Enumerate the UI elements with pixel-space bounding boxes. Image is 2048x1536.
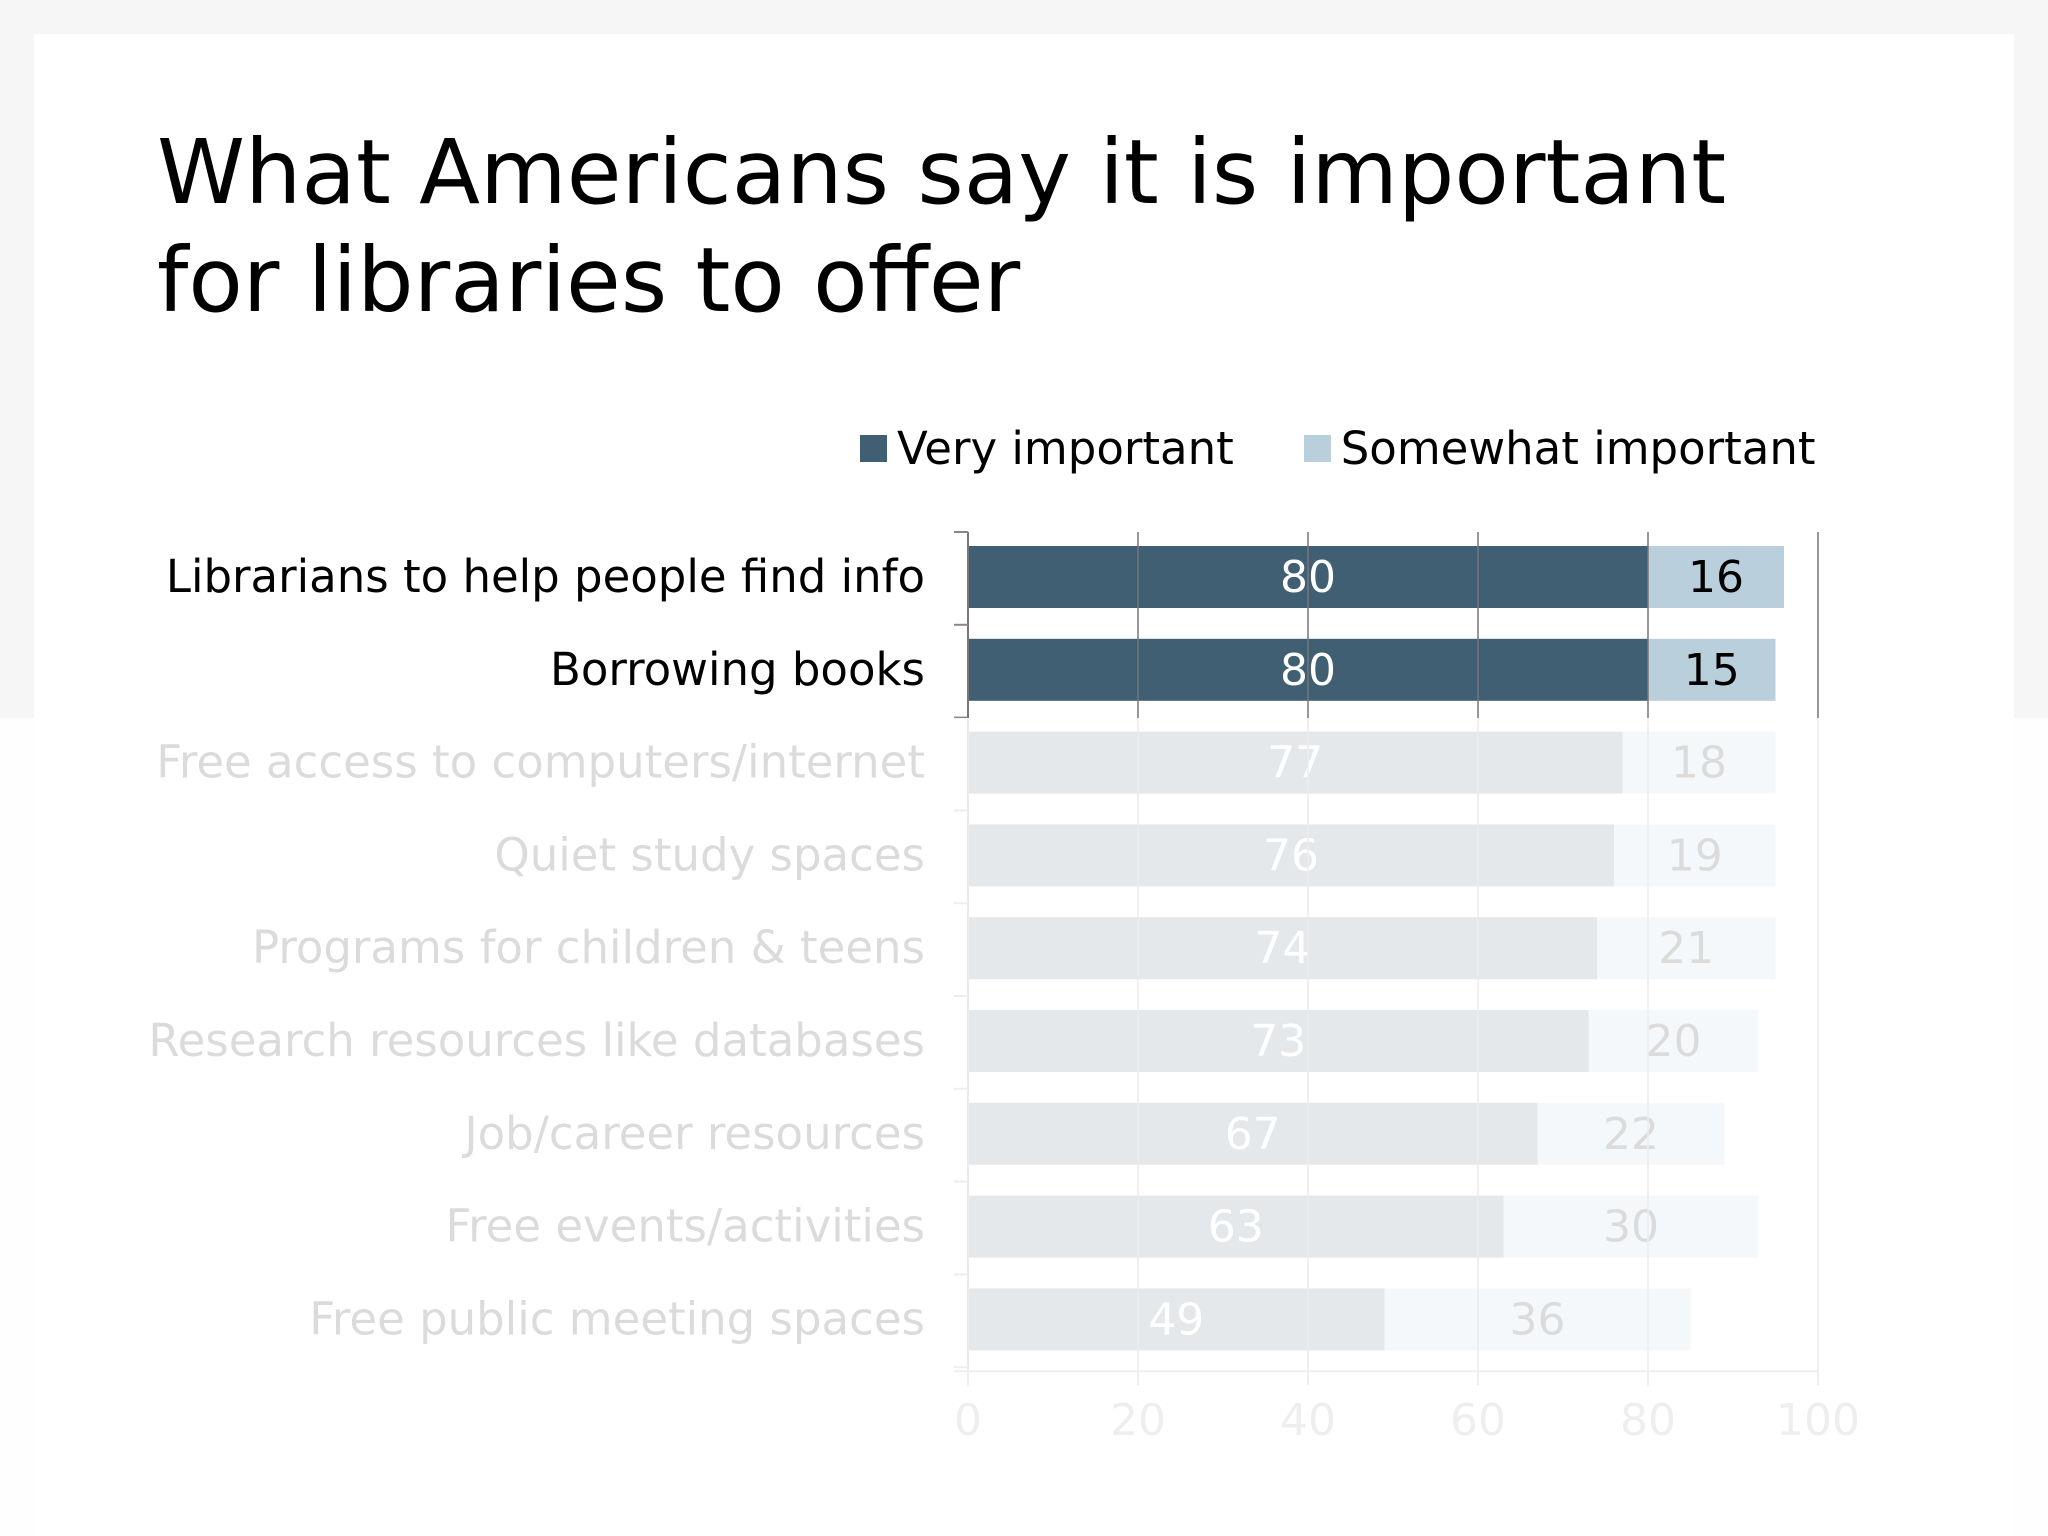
x-tick-label-80: 80 (1620, 1395, 1676, 1446)
x-tick-label-60: 60 (1450, 1395, 1506, 1446)
bar-somewhat-important-2 (1648, 638, 1776, 701)
legend-label-very-important: Very important (897, 421, 1234, 475)
data-label-somewhat-important-4: 19 (1667, 830, 1723, 881)
category-label-5: Programs for children & teens (252, 921, 925, 974)
chart-legend: Very important Somewhat important (860, 418, 1886, 478)
category-label-6: Research resources like databases (148, 1014, 925, 1067)
data-label-very-important-3: 77 (1267, 738, 1323, 789)
x-tick-label-40: 40 (1280, 1395, 1336, 1446)
data-label-very-important-5: 74 (1255, 923, 1311, 974)
x-tick-label-0: 0 (954, 1395, 982, 1446)
data-label-somewhat-important-1: 16 (1688, 552, 1744, 603)
data-label-somewhat-important-6: 20 (1646, 1016, 1702, 1067)
x-tick-label-100: 100 (1776, 1395, 1860, 1446)
data-label-very-important-6: 73 (1250, 1016, 1306, 1067)
category-label-1: Librarians to help people find info (166, 550, 925, 603)
category-label-4: Quiet study spaces (494, 828, 925, 881)
data-label-somewhat-important-5: 21 (1658, 923, 1714, 974)
category-label-7: Job/career resources (461, 1107, 925, 1160)
category-label-3: Free access to computers/internet (156, 736, 925, 789)
data-label-somewhat-important-2: 15 (1684, 645, 1740, 696)
data-label-very-important-9: 49 (1148, 1294, 1204, 1345)
legend-swatch-somewhat-important (1303, 434, 1331, 462)
category-label-2: Borrowing books (550, 643, 925, 696)
legend-label-somewhat-important: Somewhat important (1340, 421, 1816, 475)
x-tick-label-20: 20 (1110, 1395, 1166, 1446)
legend-item-very-important: Very important (860, 422, 1234, 475)
chart-title: What Americans say it is important for l… (157, 118, 1957, 334)
data-label-somewhat-important-9: 36 (1510, 1294, 1566, 1345)
legend-item-somewhat-important: Somewhat important (1303, 421, 1816, 475)
chart-title-line-1: What Americans say it is important (157, 120, 1727, 224)
data-label-very-important-8: 63 (1208, 1202, 1264, 1253)
data-label-very-important-4: 76 (1263, 830, 1319, 881)
legend-swatch-very-important (860, 434, 887, 462)
chart-title-line-2: for libraries to offer (157, 228, 1021, 332)
data-label-somewhat-important-8: 30 (1603, 1202, 1659, 1253)
data-label-somewhat-important-3: 18 (1671, 738, 1727, 789)
bar-somewhat-important-1 (1648, 546, 1784, 608)
data-label-very-important-7: 67 (1225, 1109, 1281, 1160)
data-label-somewhat-important-7: 22 (1603, 1109, 1659, 1160)
category-label-9: Free public meeting spaces (309, 1292, 925, 1345)
category-label-8: Free events/activities (446, 1200, 925, 1253)
